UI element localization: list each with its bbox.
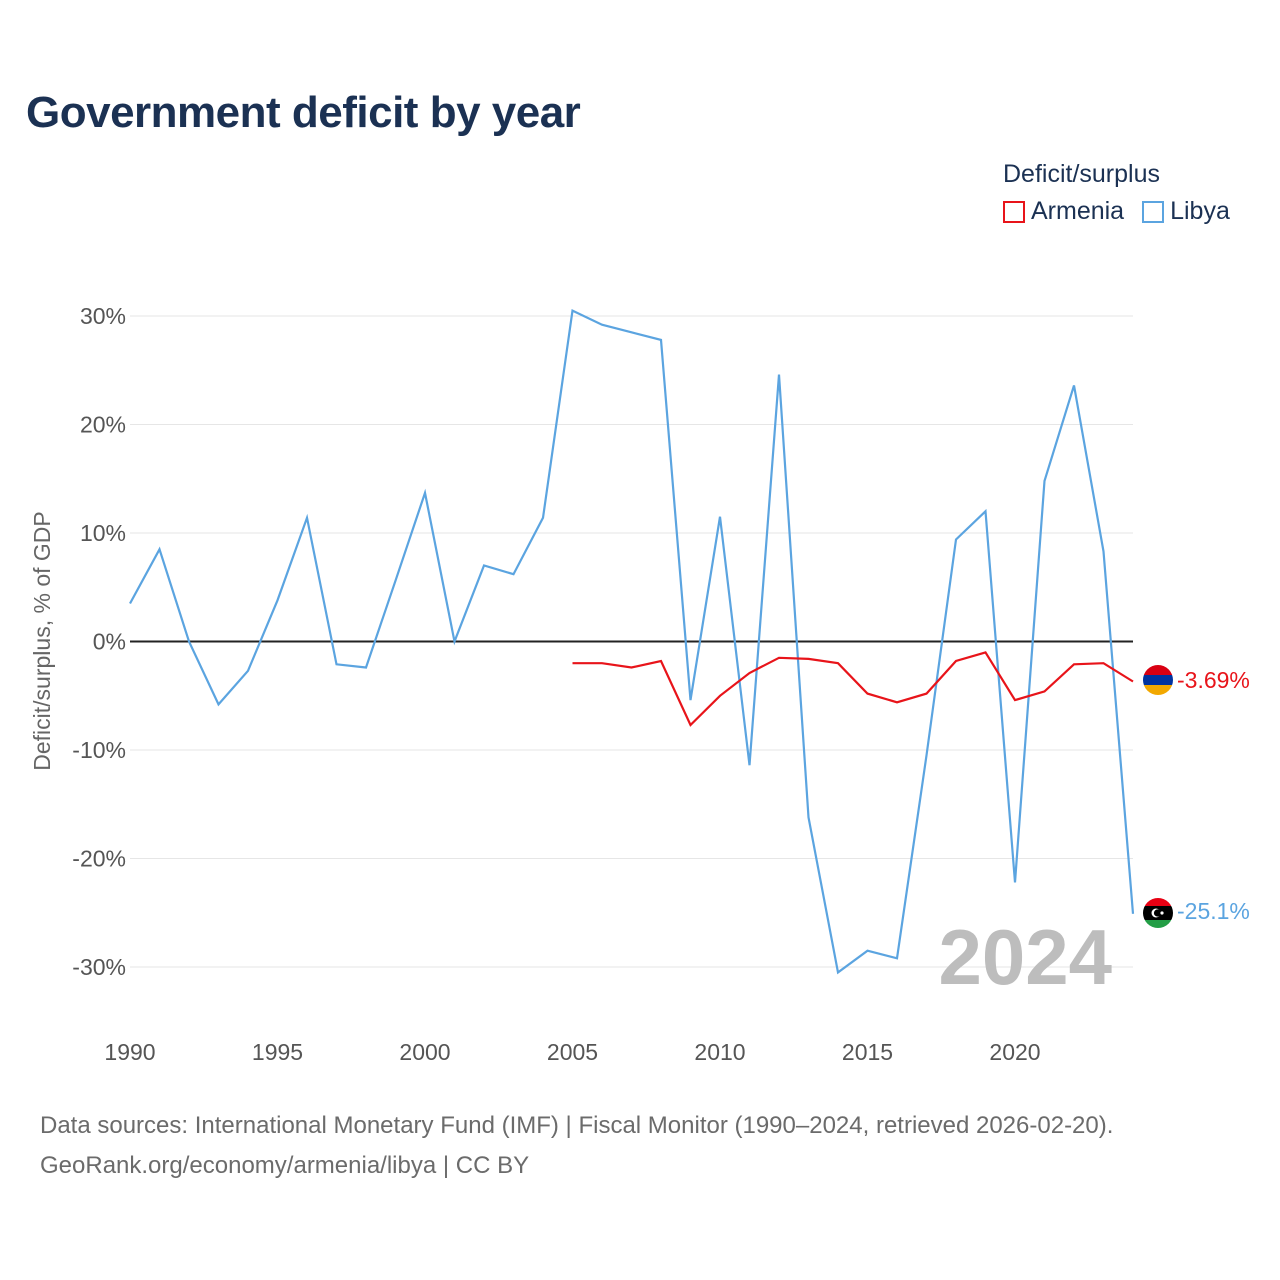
footer: Data sources: International Monetary Fun… xyxy=(40,1106,1113,1186)
legend: Deficit/surplus Armenia Libya xyxy=(1003,160,1230,226)
series-line-armenia[interactable] xyxy=(572,651,1134,727)
x-tick-label: 2020 xyxy=(989,1039,1040,1065)
armenia-flag-icon xyxy=(1143,665,1173,695)
x-tick-label: 2015 xyxy=(842,1039,893,1065)
legend-label-armenia: Armenia xyxy=(1031,197,1125,225)
x-tick-label: 1995 xyxy=(252,1039,303,1065)
y-tick-label: -30% xyxy=(72,954,126,980)
y-tick-label: -10% xyxy=(72,737,126,763)
x-tick-label: 2005 xyxy=(547,1039,598,1065)
y-tick-label: 10% xyxy=(80,520,126,546)
end-label-libya: -25.1% xyxy=(1177,898,1250,924)
legend-label-libya: Libya xyxy=(1170,197,1230,225)
y-tick-label: 0% xyxy=(93,629,126,655)
legend-item-libya[interactable]: Libya xyxy=(1142,197,1230,226)
legend-title: Deficit/surplus xyxy=(1003,160,1160,188)
x-tick-label: 2010 xyxy=(694,1039,745,1065)
x-tick-label: 2000 xyxy=(399,1039,450,1065)
y-tick-label: 30% xyxy=(80,303,126,329)
legend-swatch-armenia xyxy=(1003,200,1025,223)
year-watermark: 2024 xyxy=(938,913,1112,1001)
legend-item-armenia[interactable]: Armenia xyxy=(1003,197,1124,226)
attribution-link[interactable]: GeoRank.org/economy/armenia/libya | CC B… xyxy=(40,1152,530,1179)
y-tick-label: 20% xyxy=(80,412,126,438)
libya-flag-icon xyxy=(1143,898,1173,928)
x-tick-label: 1990 xyxy=(104,1039,155,1065)
legend-swatch-libya xyxy=(1142,200,1165,223)
end-label-armenia: -3.69% xyxy=(1177,667,1250,693)
series-line-libya[interactable] xyxy=(129,308,1135,975)
y-axis-label: Deficit/surplus, % of GDP xyxy=(29,511,55,770)
data-sources-text: Data sources: International Monetary Fun… xyxy=(40,1112,1114,1139)
chart-title: Government deficit by year xyxy=(26,88,581,137)
y-tick-label: -20% xyxy=(72,846,126,872)
